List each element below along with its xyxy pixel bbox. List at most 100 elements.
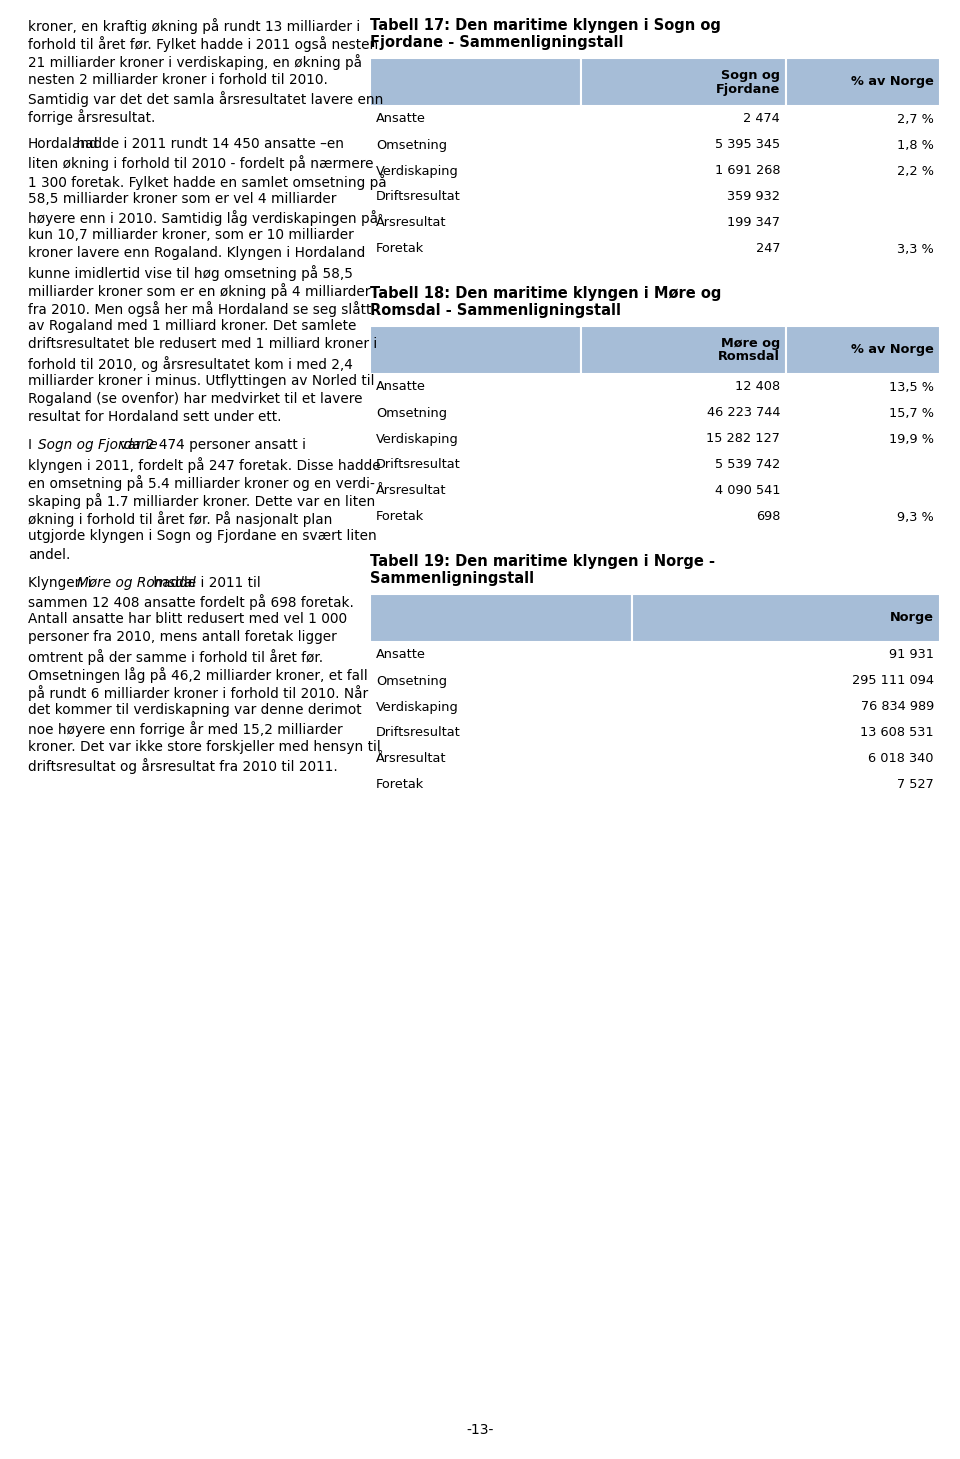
Text: 1 300 foretak. Fylket hadde en samlet omsetning på: 1 300 foretak. Fylket hadde en samlet om… xyxy=(28,174,387,190)
Bar xyxy=(370,719,633,746)
Bar xyxy=(633,694,940,719)
Text: -13-: -13- xyxy=(467,1423,493,1437)
Text: utgjorde klyngen i Sogn og Fjordane en svært liten: utgjorde klyngen i Sogn og Fjordane en s… xyxy=(28,530,376,543)
Text: Klyngen i: Klyngen i xyxy=(28,576,96,589)
Bar xyxy=(786,325,940,374)
Text: Sogn og Fjordane: Sogn og Fjordane xyxy=(37,438,157,452)
Bar xyxy=(786,374,940,400)
Bar xyxy=(581,210,786,236)
Text: Tabell 19: Den maritime klyngen i Norge -: Tabell 19: Den maritime klyngen i Norge … xyxy=(370,554,715,569)
Bar xyxy=(786,452,940,479)
Text: kroner lavere enn Rogaland. Klyngen i Hordaland: kroner lavere enn Rogaland. Klyngen i Ho… xyxy=(28,247,365,260)
Bar xyxy=(370,184,581,210)
Text: 359 932: 359 932 xyxy=(727,191,780,203)
Bar xyxy=(370,400,581,426)
Text: 2,7 %: 2,7 % xyxy=(898,112,934,125)
Bar xyxy=(370,694,633,719)
Bar xyxy=(370,158,581,184)
Bar xyxy=(370,746,633,772)
Text: 7 527: 7 527 xyxy=(898,779,934,791)
Text: 1,8 %: 1,8 % xyxy=(898,139,934,152)
Bar xyxy=(786,503,940,530)
Text: 2,2 %: 2,2 % xyxy=(897,165,934,178)
Bar xyxy=(370,772,633,798)
Text: 199 347: 199 347 xyxy=(727,216,780,229)
Text: kun 10,7 milliarder kroner, som er 10 milliarder: kun 10,7 milliarder kroner, som er 10 mi… xyxy=(28,228,353,242)
Text: 12 408: 12 408 xyxy=(735,381,780,394)
Text: driftsresultat og årsresultat fra 2010 til 2011.: driftsresultat og årsresultat fra 2010 t… xyxy=(28,757,338,773)
Text: Romsdal: Romsdal xyxy=(718,350,780,363)
Text: Verdiskaping: Verdiskaping xyxy=(376,165,459,178)
Bar xyxy=(370,325,581,374)
Text: resultat for Hordaland sett under ett.: resultat for Hordaland sett under ett. xyxy=(28,410,281,425)
Text: Årsresultat: Årsresultat xyxy=(376,216,446,229)
Bar xyxy=(633,594,940,642)
Text: 6 018 340: 6 018 340 xyxy=(869,753,934,766)
Text: Ansatte: Ansatte xyxy=(376,648,426,661)
Text: Ansatte: Ansatte xyxy=(376,381,426,394)
Text: Omsetning: Omsetning xyxy=(376,139,447,152)
Bar xyxy=(370,479,581,503)
Text: forhold til 2010, og årsresultatet kom i med 2,4: forhold til 2010, og årsresultatet kom i… xyxy=(28,356,353,372)
Text: 295 111 094: 295 111 094 xyxy=(852,674,934,687)
Text: 1 691 268: 1 691 268 xyxy=(714,165,780,178)
Text: 4 090 541: 4 090 541 xyxy=(714,484,780,498)
Bar xyxy=(370,107,581,131)
Bar xyxy=(581,325,786,374)
Text: klyngen i 2011, fordelt på 247 foretak. Disse hadde: klyngen i 2011, fordelt på 247 foretak. … xyxy=(28,457,380,473)
Bar xyxy=(581,400,786,426)
Bar xyxy=(370,58,581,107)
Text: 58,5 milliarder kroner som er vel 4 milliarder: 58,5 milliarder kroner som er vel 4 mill… xyxy=(28,191,336,206)
Text: Romsdal - Sammenligningstall: Romsdal - Sammenligningstall xyxy=(370,303,621,318)
Text: var 2 474 personer ansatt i: var 2 474 personer ansatt i xyxy=(115,438,306,452)
Bar xyxy=(581,158,786,184)
Text: økning i forhold til året før. På nasjonalt plan: økning i forhold til året før. På nasjon… xyxy=(28,511,332,527)
Bar xyxy=(581,426,786,452)
Text: % av Norge: % av Norge xyxy=(852,343,934,356)
Text: % av Norge: % av Norge xyxy=(852,76,934,89)
Bar xyxy=(370,452,581,479)
Text: skaping på 1.7 milliarder kroner. Dette var en liten: skaping på 1.7 milliarder kroner. Dette … xyxy=(28,493,375,509)
Text: Tabell 18: Den maritime klyngen i Møre og: Tabell 18: Den maritime klyngen i Møre o… xyxy=(370,286,721,301)
Text: I: I xyxy=(28,438,36,452)
Bar xyxy=(370,374,581,400)
Text: hadde i 2011 til: hadde i 2011 til xyxy=(149,576,261,589)
Text: 247: 247 xyxy=(756,242,780,255)
Bar xyxy=(581,107,786,131)
Bar xyxy=(581,184,786,210)
Bar xyxy=(786,158,940,184)
Text: Driftsresultat: Driftsresultat xyxy=(376,727,461,740)
Text: Verdiskaping: Verdiskaping xyxy=(376,432,459,445)
Text: hadde i 2011 rundt 14 450 ansatte –en: hadde i 2011 rundt 14 450 ansatte –en xyxy=(72,137,344,152)
Text: Driftsresultat: Driftsresultat xyxy=(376,458,461,471)
Text: kroner. Det var ikke store forskjeller med hensyn til: kroner. Det var ikke store forskjeller m… xyxy=(28,740,381,754)
Text: Driftsresultat: Driftsresultat xyxy=(376,191,461,203)
Bar xyxy=(633,772,940,798)
Bar xyxy=(581,374,786,400)
Bar xyxy=(633,719,940,746)
Bar xyxy=(581,452,786,479)
Text: 3,3 %: 3,3 % xyxy=(898,242,934,255)
Text: Årsresultat: Årsresultat xyxy=(376,753,446,766)
Bar xyxy=(370,131,581,158)
Text: forrige årsresultat.: forrige årsresultat. xyxy=(28,109,156,125)
Text: 19,9 %: 19,9 % xyxy=(889,432,934,445)
Text: Møre og Romsdal: Møre og Romsdal xyxy=(77,576,196,589)
Text: av Rogaland med 1 milliard kroner. Det samlete: av Rogaland med 1 milliard kroner. Det s… xyxy=(28,320,356,333)
Text: Samtidig var det det samla årsresultatet lavere enn: Samtidig var det det samla årsresultatet… xyxy=(28,90,383,107)
Text: liten økning i forhold til 2010 - fordelt på nærmere: liten økning i forhold til 2010 - fordel… xyxy=(28,156,373,171)
Text: Årsresultat: Årsresultat xyxy=(376,484,446,498)
Text: Omsetning: Omsetning xyxy=(376,674,447,687)
Text: Norge: Norge xyxy=(890,611,934,624)
Text: andel.: andel. xyxy=(28,547,70,562)
Bar xyxy=(370,594,633,642)
Text: Sammenligningstall: Sammenligningstall xyxy=(370,570,534,587)
Bar xyxy=(786,107,940,131)
Text: 46 223 744: 46 223 744 xyxy=(707,407,780,420)
Text: Fjordane - Sammenligningstall: Fjordane - Sammenligningstall xyxy=(370,35,623,50)
Text: nesten 2 milliarder kroner i forhold til 2010.: nesten 2 milliarder kroner i forhold til… xyxy=(28,73,328,86)
Bar xyxy=(786,400,940,426)
Bar xyxy=(786,58,940,107)
Bar xyxy=(370,426,581,452)
Bar xyxy=(633,746,940,772)
